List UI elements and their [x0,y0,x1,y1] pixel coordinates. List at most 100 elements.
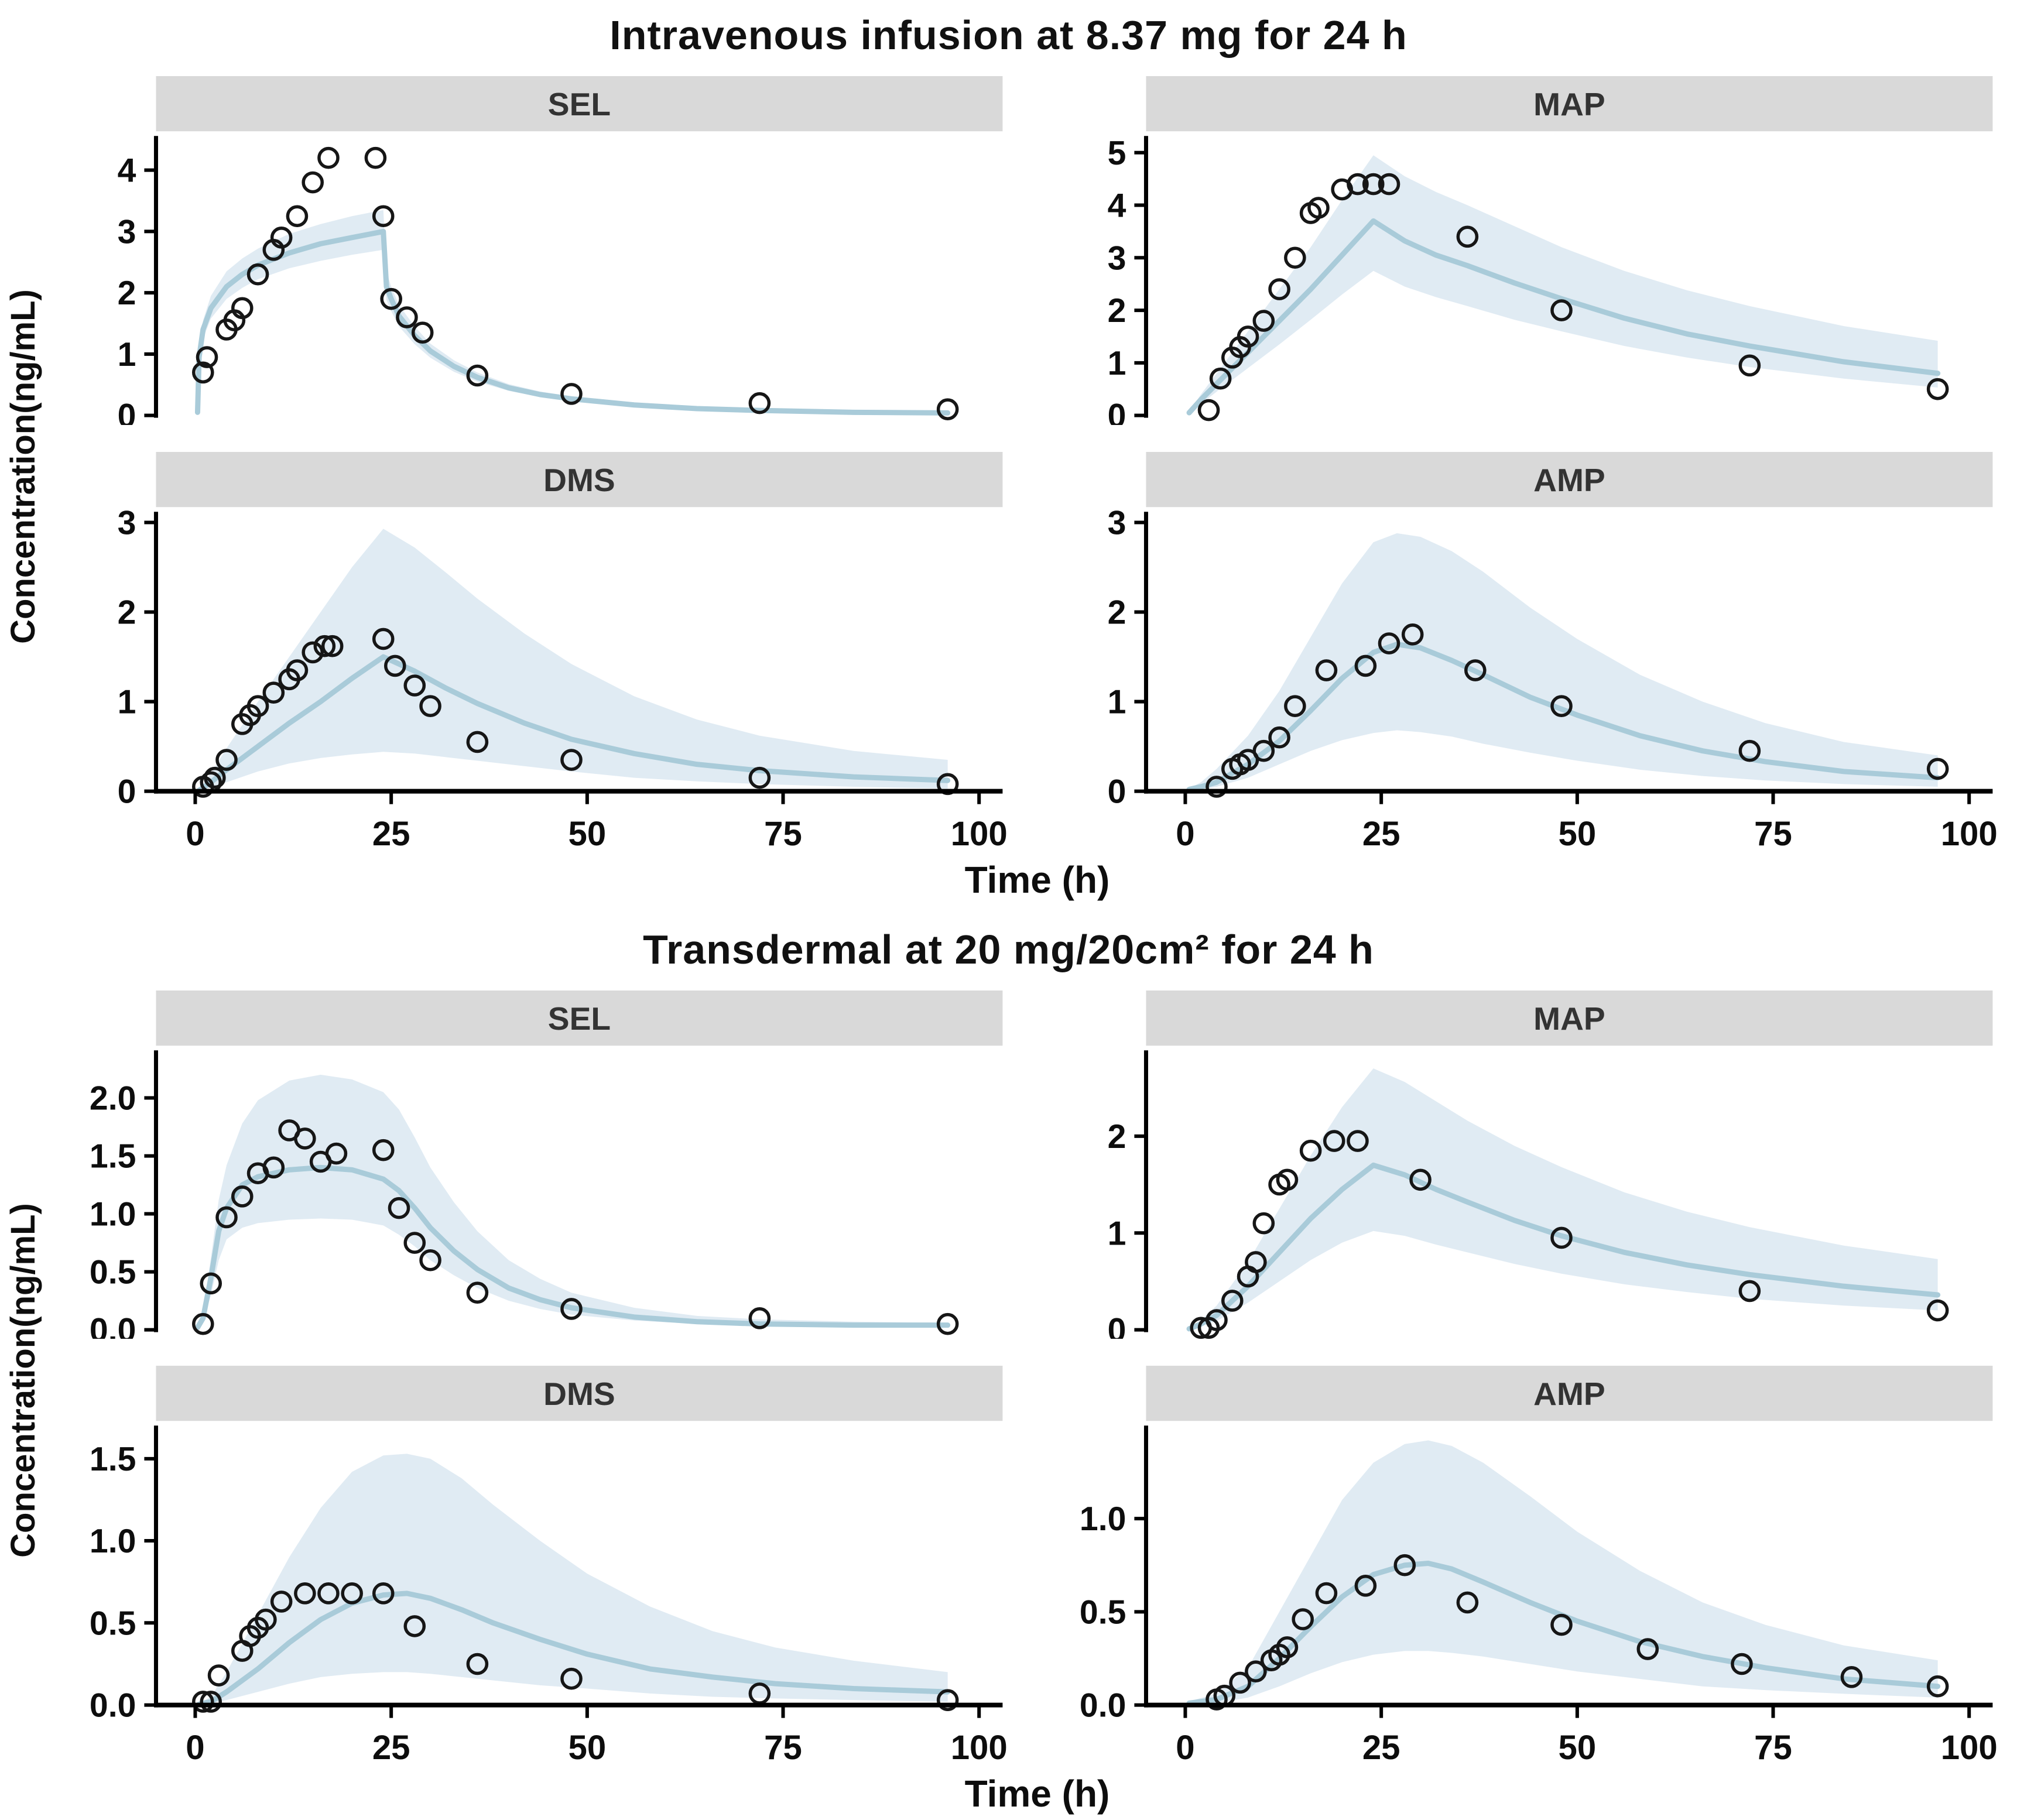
data-point [1252,310,1275,332]
data-point [1636,1638,1659,1660]
data-point [383,654,406,677]
prediction-line [196,1591,951,1707]
data-point [286,205,309,228]
y-axis-title: Concentration(ng/mL) [4,1203,42,1558]
facet-strip-label: SEL [548,86,611,122]
x-tick-label: 0 [1176,814,1194,852]
confidence-band [1189,155,1938,414]
data-point [380,287,402,310]
x-tick-label: 75 [764,1729,802,1767]
x-tick-label: 100 [1940,1729,1997,1767]
data-point [388,1197,410,1219]
data-point [1378,173,1400,196]
y-tick-label: 1.0 [90,1195,136,1233]
data-point [313,635,336,657]
confidence-band [199,528,948,791]
data-point [262,681,285,704]
data-point [191,361,214,384]
data-point [419,1249,441,1271]
facet-strip-label: AMP [1533,462,1605,498]
data-point [1378,632,1400,654]
data-point [1738,354,1761,377]
data-point [1221,1289,1244,1312]
data-point [1550,695,1573,717]
confidence-band [1189,533,1938,790]
y-tick-label: 2.0 [90,1079,136,1117]
data-point [1464,659,1487,681]
y-tick-label: 1 [1107,683,1126,721]
data-point [403,1231,426,1254]
facet-strip-label: DMS [543,462,615,498]
panel-dms: DMS 0 1 2 3 0 25 50 75 100 [118,451,1008,852]
y-tick-label: 2 [1107,1118,1126,1155]
y-tick-label: 2 [118,594,136,631]
data-point [403,1615,426,1637]
data-point [325,1142,348,1164]
data-point [1291,1608,1314,1631]
panel-sel: SEL 0.0 0.5 1.0 1.5 2.0 [90,990,1003,1339]
x-tick-label: 25 [1362,1729,1400,1767]
data-point [1197,399,1220,421]
x-axis-title: Time (h) [964,1773,1110,1815]
data-point [1323,1129,1345,1152]
data-point [270,1591,293,1613]
data-point [1346,173,1369,196]
data-point [1205,1308,1228,1331]
x-tick-label: 50 [1558,814,1596,852]
facet-strip-label: SEL [548,1000,611,1037]
y-tick-label: 1.0 [90,1523,136,1560]
prediction-line [196,654,951,793]
data-point [246,695,269,717]
data-point [1252,1212,1275,1235]
data-point [364,146,387,169]
data-point [403,674,426,697]
y-tick-label: 4 [1107,187,1126,225]
panel-amp: AMP 0.0 0.5 1.0 0 25 50 75 100 [1079,1366,1997,1767]
panel-amp: AMP 0 1 2 3 0 25 50 75 100 [1107,451,1997,852]
data-point [1205,775,1228,798]
data-point [372,628,395,650]
facet-strip-label: DMS [543,1376,615,1412]
figure-title-transdermal: Transdermal at 20 mg/20cm² for 24 h [643,926,1374,972]
facet-strip [156,76,1003,132]
data-point [1268,726,1290,749]
data-point [215,1206,238,1228]
x-tick-label: 25 [372,1729,410,1767]
data-point [1315,659,1337,681]
confidence-band [199,1454,948,1705]
data-point [317,146,340,169]
data-point [1252,739,1275,762]
data-point [396,306,418,328]
figure-transdermal: Transdermal at 20 mg/20cm² for 24 h Conc… [0,926,2017,1816]
y-tick-label: 1 [118,336,136,373]
data-point [1268,278,1290,300]
figure-title-intravenous: Intravenous infusion at 8.37 mg for 24 h [609,12,1408,58]
y-tick-label: 1 [1107,345,1126,382]
data-point [1393,1554,1416,1576]
y-tick-label: 0 [1107,773,1126,810]
panel-map: MAP 0 1 2 [1107,990,1992,1339]
data-point [200,1272,222,1294]
x-tick-label: 0 [186,1729,204,1767]
facet-strip [1145,990,1992,1046]
y-tick-label: 0 [118,397,136,425]
y-tick-label: 1.5 [90,1441,136,1478]
panel-grid-transdermal: SEL 0.0 0.5 1.0 1.5 2.0 MAP 0 1 2 DMS 0.0 0.5 1.0 1.5 0… [57,990,2017,1771]
y-tick-label: 3 [1107,239,1126,277]
y-tick-label: 1.0 [1079,1500,1125,1538]
data-point [1926,758,1948,780]
facet-strip [1145,451,1992,507]
panel-sel: SEL 0 1 2 3 4 [118,76,1003,425]
data-point [204,766,226,789]
facet-strip-label: MAP [1533,86,1605,122]
data-point [1550,299,1573,321]
data-point [191,1691,214,1713]
y-tick-label: 0.5 [90,1605,136,1642]
data-point [1307,197,1330,219]
data-point [1926,378,1948,400]
y-tick-label: 1 [1107,1215,1126,1252]
y-tick-label: 0.0 [90,1311,136,1339]
prediction-line [194,1164,951,1330]
y-tick-label: 1 [118,683,136,721]
data-point [1299,1139,1321,1161]
